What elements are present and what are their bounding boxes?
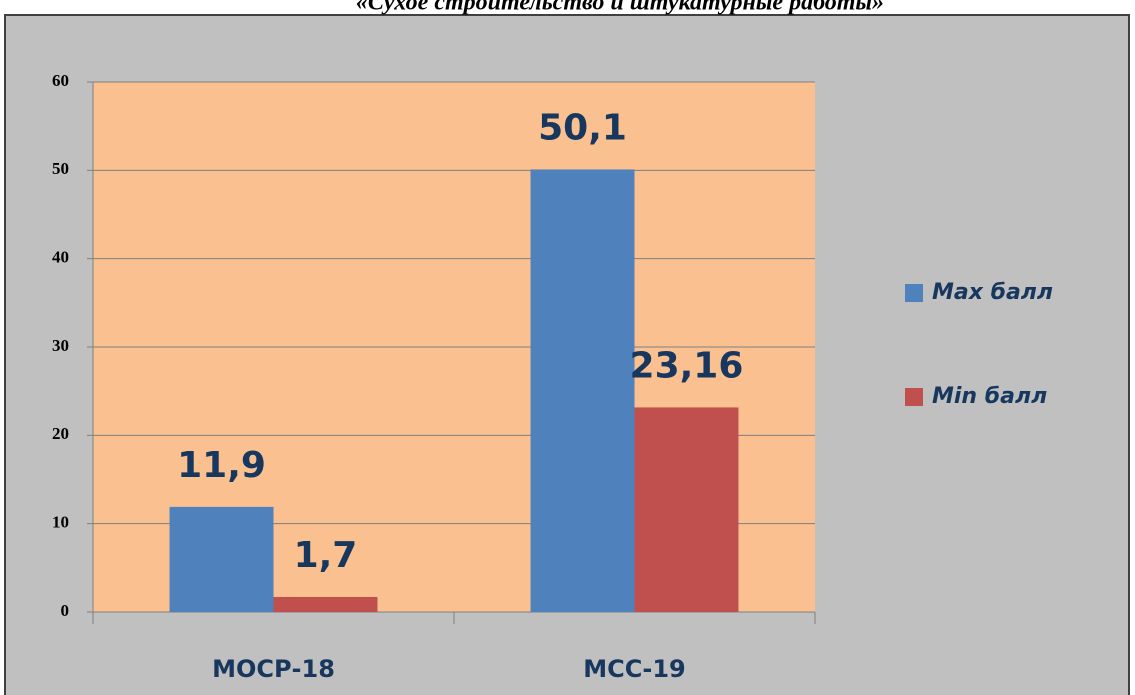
value-label: 23,16 — [630, 345, 744, 386]
y-tick-label: 50 — [52, 159, 69, 178]
legend-label: Max балл — [932, 280, 1053, 305]
bar — [634, 407, 739, 612]
bar — [530, 169, 635, 612]
y-tick-label: 10 — [52, 513, 69, 532]
value-label: 11,9 — [177, 445, 266, 486]
y-tick-label: 0 — [61, 601, 70, 620]
bar — [273, 596, 378, 612]
value-label: 1,7 — [294, 535, 358, 576]
x-tick-label: МСС-19 — [583, 655, 685, 683]
y-tick-label: 60 — [52, 71, 69, 90]
value-label: 50,1 — [538, 107, 627, 148]
legend-label: Min балл — [932, 384, 1047, 409]
y-tick-label: 40 — [52, 248, 69, 267]
y-tick-label: 30 — [52, 336, 69, 355]
legend-swatch — [905, 388, 923, 406]
chart-title: «Сухое строительство и штукатурные работ… — [356, 0, 884, 16]
x-tick-label: МОСР-18 — [212, 655, 335, 683]
legend-swatch — [905, 284, 923, 302]
y-tick-label: 20 — [52, 424, 69, 443]
bar — [169, 506, 274, 612]
